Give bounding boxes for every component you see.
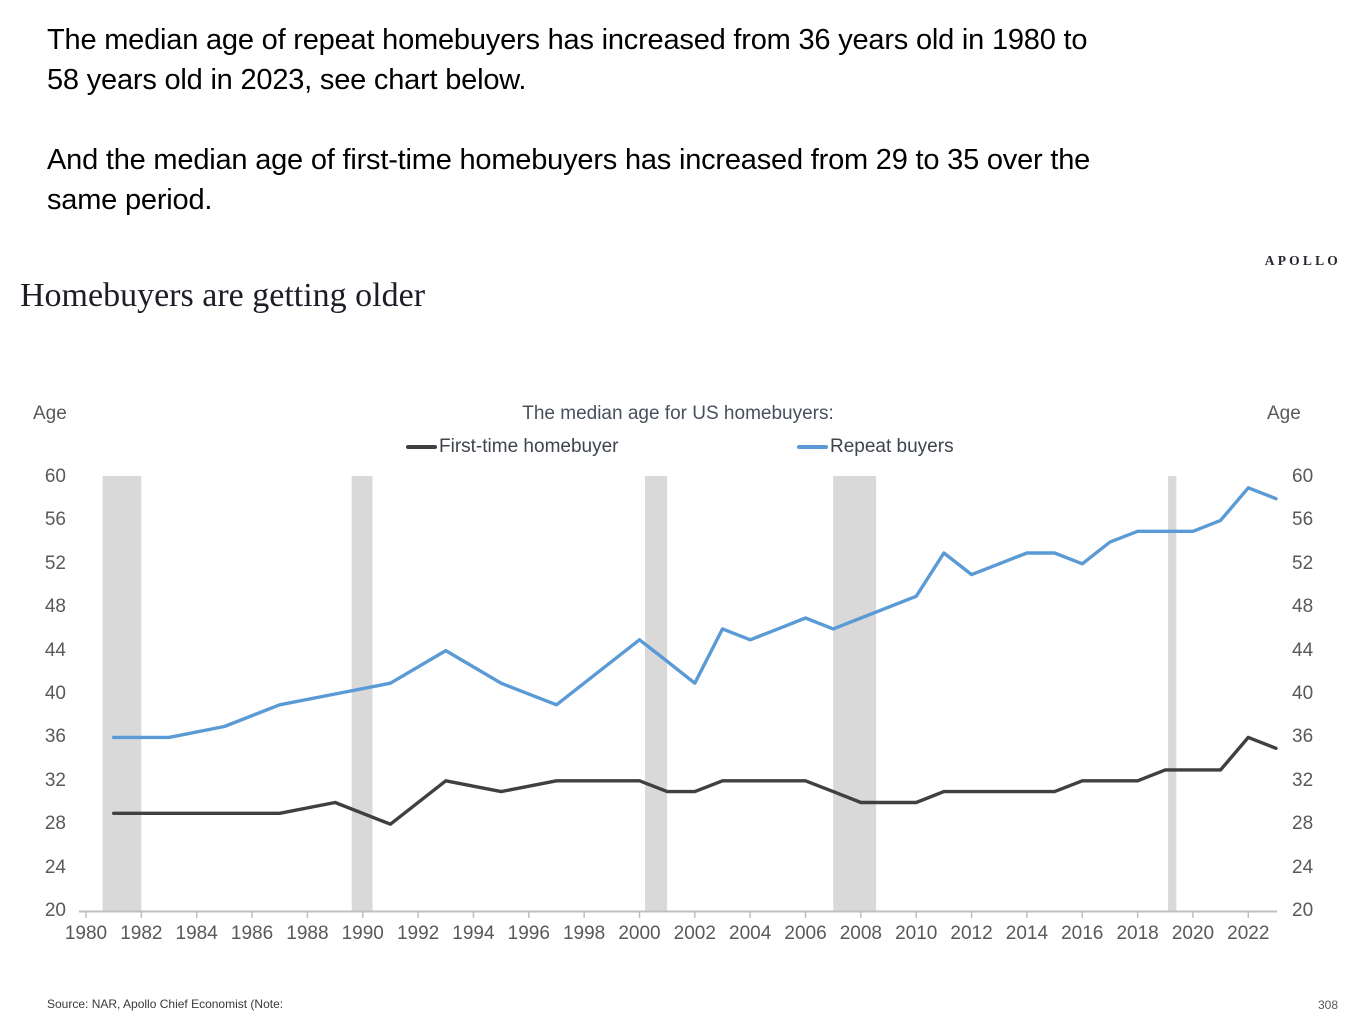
x-axis-tick-label: 2004: [729, 923, 772, 944]
x-axis-tick-label: 1986: [230, 923, 274, 944]
recession-band: [1168, 476, 1177, 911]
x-axis-tick-label: 1988: [286, 923, 329, 944]
y-axis-title-left: Age: [33, 403, 67, 424]
intro-paragraph-first-time-buyers: And the median age of first-time homebuy…: [47, 140, 1090, 220]
y-axis-tick-label: 52: [1292, 552, 1314, 574]
y-axis-tick-label: 60: [44, 466, 66, 487]
source-note: Source: NAR, Apollo Chief Economist (Not…: [47, 997, 284, 1011]
y-axis-tick-label: 28: [1292, 813, 1314, 835]
y-axis-tick-label: 20: [1292, 900, 1314, 921]
y-axis-tick-label: 60: [1292, 466, 1314, 487]
y-axis-tick-label: 32: [44, 769, 66, 791]
x-axis-tick-label: 2010: [895, 923, 938, 944]
x-axis-tick-label: 2016: [1061, 923, 1104, 944]
x-axis-tick-label: 2014: [1005, 923, 1049, 944]
page-number: 308: [1317, 998, 1338, 1012]
recession-band: [833, 476, 877, 911]
x-axis-tick-label: 2006: [784, 923, 827, 944]
y-axis-tick-label: 56: [1292, 509, 1314, 531]
intro-line: same period.: [47, 184, 213, 216]
x-axis-tick-label: 2002: [673, 923, 716, 944]
recession-band: [645, 476, 668, 911]
legend-label-repeat-buyers: Repeat buyers: [830, 436, 954, 457]
x-axis-tick-label: 1984: [175, 923, 218, 944]
x-axis-tick-label: 2000: [618, 923, 661, 944]
legend-title: The median age for US homebuyers:: [522, 403, 834, 424]
first-time-line-swatch-icon: [406, 445, 437, 449]
x-axis-tick-label: 1980: [64, 923, 108, 944]
x-axis-tick-label: 2020: [1171, 923, 1215, 944]
x-axis-tick-label: 2012: [950, 923, 993, 944]
chart: Age Age The median age for US homebuyers…: [0, 395, 1366, 965]
plot-canvas: [79, 476, 1278, 918]
series-line-first-time: [112, 735, 1278, 826]
y-axis-tick-label: 44: [44, 639, 66, 661]
series-line-repeat-buyers: [112, 486, 1278, 740]
y-axis-tick-label: 56: [44, 509, 66, 531]
y-axis-tick-label: 24: [44, 856, 66, 878]
chart-title: Homebuyers are getting older: [20, 277, 426, 314]
y-axis-tick-label: 28: [44, 813, 66, 835]
x-axis-tick-label: 1996: [507, 923, 550, 944]
y-axis-tick-label: 52: [44, 552, 66, 574]
recession-band: [102, 476, 142, 911]
y-axis-tick-label: 32: [1292, 769, 1314, 791]
intro-line: 58 years old in 2023, see chart below.: [47, 64, 527, 96]
y-axis-tick-label: 24: [1292, 856, 1314, 878]
y-axis-tick-label: 48: [1292, 596, 1314, 618]
legend-item-repeat-buyers: Repeat buyers: [797, 435, 954, 459]
x-axis-tick-label: 1994: [452, 923, 495, 944]
intro-line: The median age of repeat homebuyers has …: [47, 24, 1088, 56]
recession-band: [351, 476, 373, 911]
x-axis-tick-label: 1990: [341, 923, 384, 944]
x-axis-tick-label: 1982: [120, 923, 163, 944]
x-axis-tick-label: 1998: [562, 923, 606, 944]
y-axis-tick-label: 44: [1292, 639, 1314, 661]
y-axis-tick-label: 20: [44, 900, 66, 921]
x-axis-tick-label: 2018: [1116, 923, 1159, 944]
y-axis-tick-label: 48: [44, 596, 66, 618]
x-axis-tick-label: 1992: [396, 923, 440, 944]
y-axis-tick-label: 40: [44, 683, 66, 704]
x-axis-tick-label: 2022: [1227, 923, 1270, 944]
intro-line: And the median age of first-time homebuy…: [47, 144, 1091, 176]
legend-item-first-time: First-time homebuyer: [406, 435, 619, 459]
y-axis-tick-label: 36: [44, 726, 66, 748]
intro-paragraph-repeat-buyers: The median age of repeat homebuyers has …: [47, 20, 1088, 100]
repeat-buyers-line-swatch-icon: [797, 445, 828, 449]
legend-label-first-time: First-time homebuyer: [439, 436, 619, 457]
y-axis-title-right: Age: [1267, 403, 1301, 424]
y-axis-tick-label: 36: [1292, 726, 1314, 748]
apollo-logo: APOLLO: [1264, 253, 1341, 268]
y-axis-tick-label: 40: [1292, 683, 1314, 704]
x-axis-tick-label: 2008: [839, 923, 882, 944]
